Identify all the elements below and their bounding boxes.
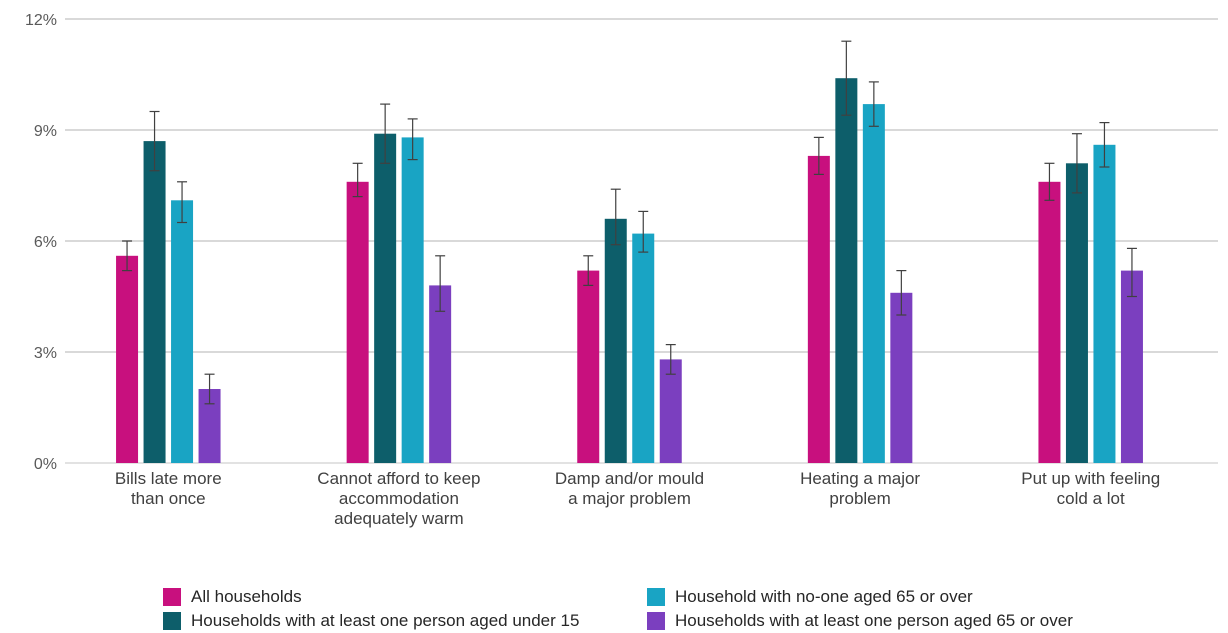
bar	[1065, 163, 1088, 464]
error-bar	[1044, 162, 1055, 201]
bar	[632, 233, 655, 463]
category-label: Put up with feeling cold a lot	[1021, 469, 1160, 508]
bar	[862, 104, 885, 463]
legend-item-under-15: Households with at least one person aged…	[163, 610, 579, 632]
bar	[198, 389, 221, 463]
y-tick-label: 12%	[25, 12, 57, 29]
error-bar	[665, 344, 676, 375]
error-bar	[407, 118, 418, 161]
legend-item-no-one-65-or-over: Household with no-one aged 65 or over	[647, 586, 973, 608]
bar-chart: 0% 3% 6% 9% 12% Bills late more than once Cann…	[25, 12, 1218, 528]
bar	[890, 292, 913, 463]
error-bar	[352, 162, 363, 198]
error-bar	[610, 188, 621, 246]
bar	[429, 285, 452, 463]
bar	[116, 255, 139, 463]
y-tick-label: 3%	[34, 345, 57, 362]
error-bar	[868, 81, 879, 127]
category-label: Heating a major problem	[800, 469, 920, 508]
bar	[577, 270, 600, 463]
legend-label: All households	[191, 587, 302, 606]
error-bar	[149, 110, 160, 172]
bar	[1038, 181, 1061, 464]
error-bar	[583, 255, 594, 286]
error-bar	[122, 240, 133, 272]
bar	[807, 155, 830, 463]
x-axis-category-labels: Bills late more than once Cannot afford to…	[115, 469, 1160, 528]
legend-item-all-households: All households	[163, 586, 302, 608]
error-bar	[204, 373, 215, 405]
bar	[346, 181, 369, 464]
bar	[835, 78, 858, 463]
category-label: Cannot afford to keep accommodation adequa…	[317, 469, 480, 528]
bar	[374, 133, 397, 463]
category-label: Bills late more than once	[115, 469, 222, 508]
legend-label: Households with at least one person aged…	[191, 611, 580, 630]
error-bar	[638, 210, 649, 253]
bar	[659, 359, 682, 463]
error-bar	[813, 136, 824, 175]
error-bar	[1099, 121, 1110, 168]
bar	[171, 200, 194, 464]
bar	[1120, 270, 1143, 463]
bar	[1093, 144, 1116, 464]
bar	[401, 137, 424, 463]
error-bar	[380, 103, 391, 164]
error-bar	[435, 255, 446, 312]
error-bars	[122, 40, 1137, 405]
bars	[116, 78, 1143, 464]
y-tick-label: 6%	[34, 234, 57, 251]
category-label: Damp and/or mould a major problem	[555, 469, 704, 508]
error-bar	[177, 181, 188, 224]
legend-swatch	[647, 588, 665, 606]
error-bar	[1126, 247, 1137, 298]
error-bar	[896, 270, 907, 316]
legend-label: Household with no-one aged 65 or over	[675, 587, 973, 606]
legend-label: Households with at least one person aged…	[675, 611, 1073, 630]
error-bar	[841, 40, 852, 116]
bar	[604, 218, 627, 463]
legend-swatch	[163, 612, 181, 630]
legend: All households Households with at least …	[163, 586, 1163, 632]
legend-swatch	[647, 612, 665, 630]
bar	[143, 141, 166, 463]
y-tick-label: 9%	[34, 123, 57, 140]
y-tick-label: 0%	[34, 456, 57, 473]
legend-swatch	[163, 588, 181, 606]
y-axis-tick-labels: 0% 3% 6% 9% 12%	[25, 12, 57, 473]
error-bar	[1071, 133, 1082, 194]
legend-item-65-or-over: Households with at least one person aged…	[647, 610, 1073, 632]
